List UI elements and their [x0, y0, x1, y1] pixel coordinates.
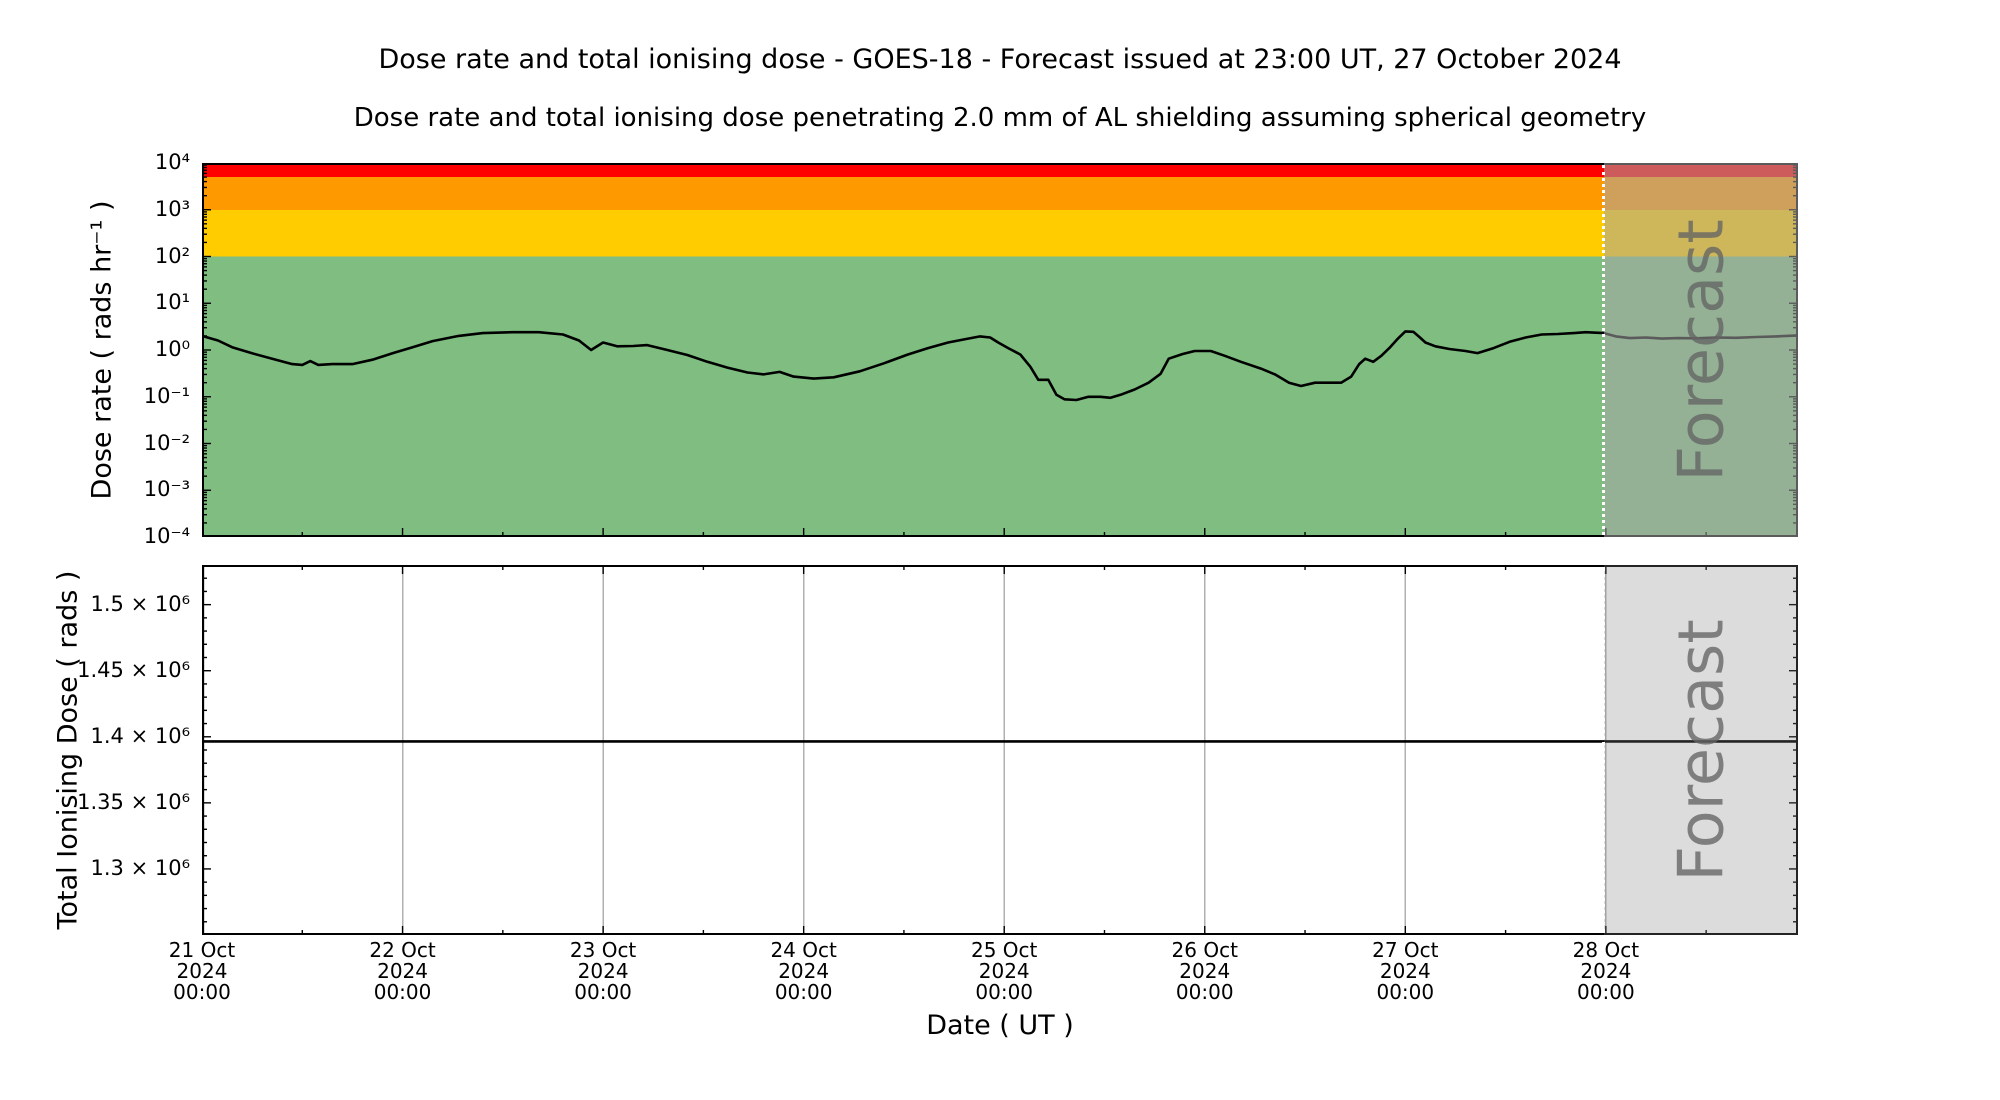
tid-y-tick-label: 1.3 × 10⁶: [90, 855, 190, 880]
x-tick-label: 21 Oct 2024 00:00: [122, 940, 282, 1003]
forecast-watermark-dose-rate: Forecast: [1604, 163, 1798, 537]
dose-rate-y-tick-label: 10⁻³: [143, 477, 190, 502]
x-tick-label-line: 24 Oct: [770, 938, 837, 962]
dose-rate-y-tick-label: 10⁻²: [143, 430, 190, 455]
tid-plot: [202, 565, 1798, 935]
tid-y-tick-label: 1.35 × 10⁶: [77, 789, 190, 814]
threshold-band-green: [202, 256, 1798, 537]
x-tick-label-line: 2024: [1580, 959, 1632, 983]
x-tick-label-line: 00:00: [774, 980, 833, 1004]
figure-subtitle: Dose rate and total ionising dose penetr…: [353, 103, 1647, 133]
x-tick-label-line: 28 Oct: [1572, 938, 1640, 962]
x-tick-label-line: 00:00: [1175, 980, 1234, 1004]
x-tick-label-line: 00:00: [574, 980, 632, 1004]
x-tick-label: 28 Oct 2024 00:00: [1526, 940, 1686, 1003]
dose-rate-y-tick-label: 10⁴: [154, 150, 190, 174]
x-tick-label-line: 00:00: [373, 980, 432, 1004]
forecast-watermark-tid: Forecast: [1604, 565, 1798, 935]
tid-y-tick-label: 1.5 × 10⁶: [90, 591, 190, 616]
x-tick-label: 25 Oct 2024 00:00: [924, 940, 1084, 1003]
forecast-boundary-line-dose-rate: [1602, 165, 1605, 535]
tid-panel: [202, 565, 1798, 935]
figure-title: Dose rate and total ionising dose - GOES…: [378, 44, 1622, 75]
x-tick-label-line: 2024: [1179, 959, 1231, 983]
threshold-band-orange: [202, 177, 1798, 210]
threshold-band-red: [202, 163, 1798, 178]
threshold-band-yellow: [202, 209, 1798, 257]
tid-y-tick-label: 1.45 × 10⁶: [77, 657, 190, 682]
dose-rate-panel: [202, 163, 1798, 537]
forecast-region-overlay-dose-rate: [1604, 163, 1798, 537]
dose-rate-curve: [202, 330, 1798, 402]
x-tick-label-line: 27 Oct: [1372, 938, 1439, 962]
x-tick-label-line: 00:00: [1577, 980, 1635, 1004]
dose-rate-y-tick-label: 10⁻⁴: [143, 524, 190, 548]
forecast-region-overlay-tid: [1604, 565, 1798, 935]
x-tick-label-line: 21 Oct: [168, 938, 236, 962]
dose-rate-y-tick-label: 10⁻¹: [143, 383, 190, 408]
x-tick-label-line: 26 Oct: [1171, 938, 1238, 962]
dose-rate-y-tick-label: 10³: [154, 196, 190, 221]
x-tick-label-line: 2024: [377, 959, 428, 983]
dose-rate-y-tick-label: 10⁰: [154, 337, 190, 361]
x-tick-label-line: 00:00: [1376, 980, 1435, 1004]
x-tick-label: 26 Oct 2024 00:00: [1125, 940, 1285, 1003]
x-tick-label-line: 00:00: [975, 980, 1034, 1004]
x-tick-label-line: 2024: [176, 959, 228, 983]
forecast-watermark-text: Forecast: [1664, 618, 1738, 882]
x-tick-label: 27 Oct 2024 00:00: [1325, 940, 1485, 1003]
dose-rate-y-tick-label: 10²: [154, 243, 190, 268]
x-tick-label-line: 2024: [577, 959, 629, 983]
x-tick-label-line: 00:00: [173, 980, 231, 1004]
dose-rate-plot: [202, 163, 1798, 537]
x-tick-label-line: 22 Oct: [369, 938, 436, 962]
x-tick-label-line: 2024: [778, 959, 830, 983]
x-tick-label-line: 25 Oct: [971, 938, 1038, 962]
x-tick-label-line: 2024: [978, 959, 1030, 983]
forecast-watermark-text: Forecast: [1664, 218, 1738, 482]
x-tick-label-line: 23 Oct: [569, 938, 637, 962]
x-tick-label: 24 Oct 2024 00:00: [724, 940, 884, 1003]
forecast-boundary-line-tid: [1602, 567, 1605, 933]
x-tick-label: 22 Oct 2024 00:00: [323, 940, 483, 1003]
tid-y-tick-label: 1.4 × 10⁶: [90, 723, 190, 748]
x-tick-label: 23 Oct 2024 00:00: [523, 940, 683, 1003]
dose-rate-y-tick-label: 10¹: [154, 290, 190, 315]
panel-frame: [202, 565, 1798, 935]
x-tick-label-line: 2024: [1379, 959, 1431, 983]
x-axis-label: Date ( UT ): [926, 1010, 1074, 1041]
